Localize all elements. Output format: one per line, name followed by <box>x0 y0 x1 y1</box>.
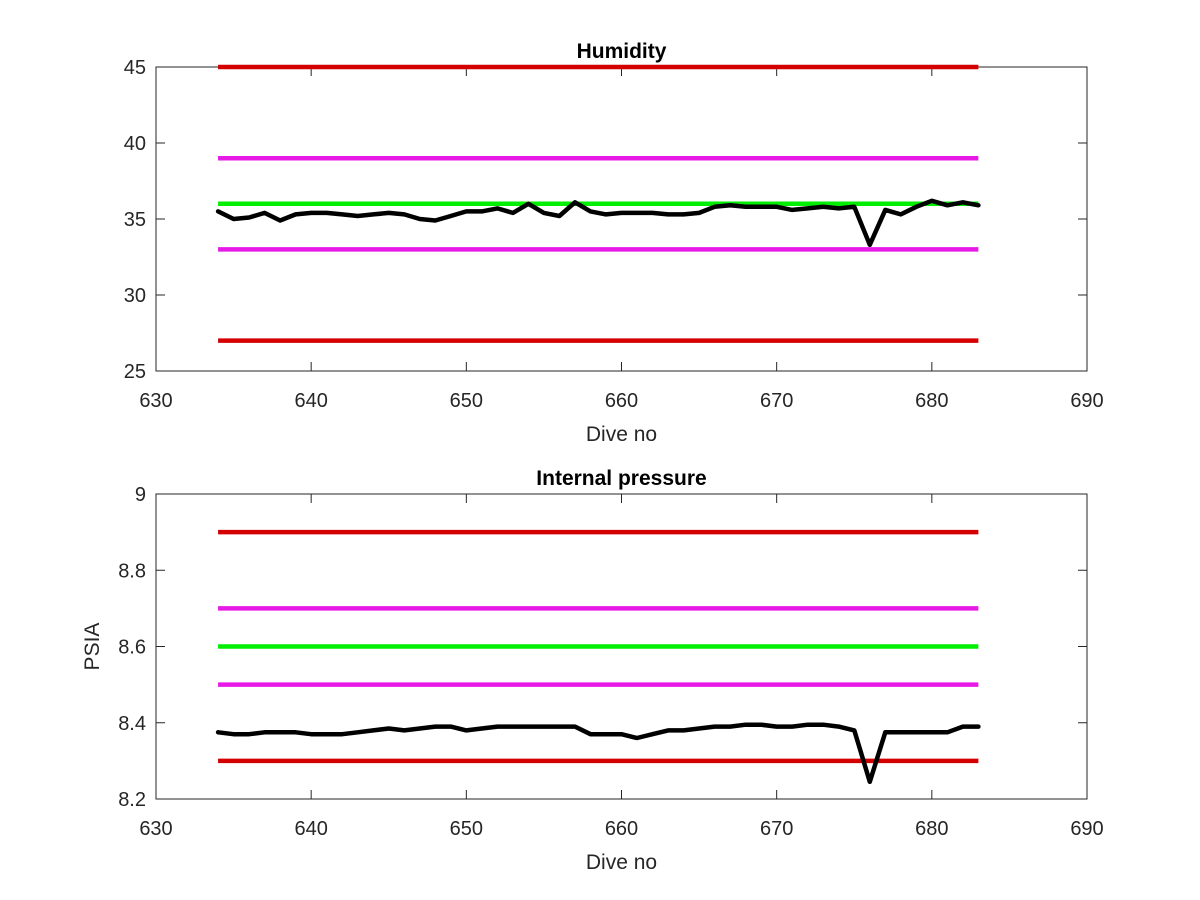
humidity-x-tick-label: 630 <box>139 390 172 412</box>
humidity-x-axis-label: Dive no <box>586 423 657 446</box>
internal-pressure-x-axis-label: Dive no <box>586 851 657 874</box>
internal-pressure-x-tick-label: 660 <box>605 818 638 840</box>
humidity-y-tick-label: 35 <box>124 209 146 231</box>
internal-pressure-y-tick-label: 8.6 <box>118 637 146 659</box>
internal-pressure-series-line <box>215 722 981 785</box>
humidity-x-tick-label: 680 <box>915 390 948 412</box>
internal-pressure-subplot: 630 640 650 660 670 680 690 8.2 8.4 8.6 8.8 9 Intern… <box>81 467 1104 874</box>
internal-pressure-y-tick-label: 8.4 <box>118 713 146 735</box>
internal-pressure-x-tick-label: 670 <box>760 818 793 840</box>
internal-pressure-y-tick-label: 9 <box>135 484 146 506</box>
humidity-y-tick-label: 25 <box>124 361 146 383</box>
humidity-y-tick-label: 40 <box>124 133 146 155</box>
humidity-y-tick-label: 45 <box>124 57 146 79</box>
humidity-x-tick-label: 690 <box>1070 390 1103 412</box>
internal-pressure-x-tick-label: 650 <box>450 818 483 840</box>
internal-pressure-x-tick-label: 690 <box>1070 818 1103 840</box>
internal-pressure-x-tick-label: 680 <box>915 818 948 840</box>
internal-pressure-chart-title: Internal pressure <box>536 467 706 490</box>
internal-pressure-y-axis-label: PSIA <box>81 623 104 671</box>
internal-pressure-x-tick-label: 640 <box>294 818 327 840</box>
internal-pressure-y-tick-label: 8.8 <box>118 560 146 582</box>
humidity-chart-title: Humidity <box>577 40 667 63</box>
humidity-subplot: 630 640 650 660 670 680 690 25 30 35 40 45 Humidity D… <box>124 40 1104 446</box>
internal-pressure-y-tick-label: 8.2 <box>118 789 146 811</box>
humidity-y-tick-label: 30 <box>124 285 146 307</box>
internal-pressure-x-tick-label: 630 <box>139 818 172 840</box>
humidity-series-line <box>215 198 981 248</box>
humidity-x-tick-label: 650 <box>450 390 483 412</box>
humidity-x-tick-label: 640 <box>294 390 327 412</box>
humidity-x-tick-label: 660 <box>605 390 638 412</box>
humidity-x-tick-label: 670 <box>760 390 793 412</box>
